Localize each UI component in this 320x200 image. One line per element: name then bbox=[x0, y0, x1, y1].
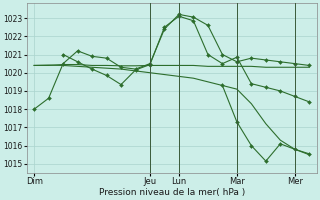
X-axis label: Pression niveau de la mer( hPa ): Pression niveau de la mer( hPa ) bbox=[99, 188, 245, 197]
